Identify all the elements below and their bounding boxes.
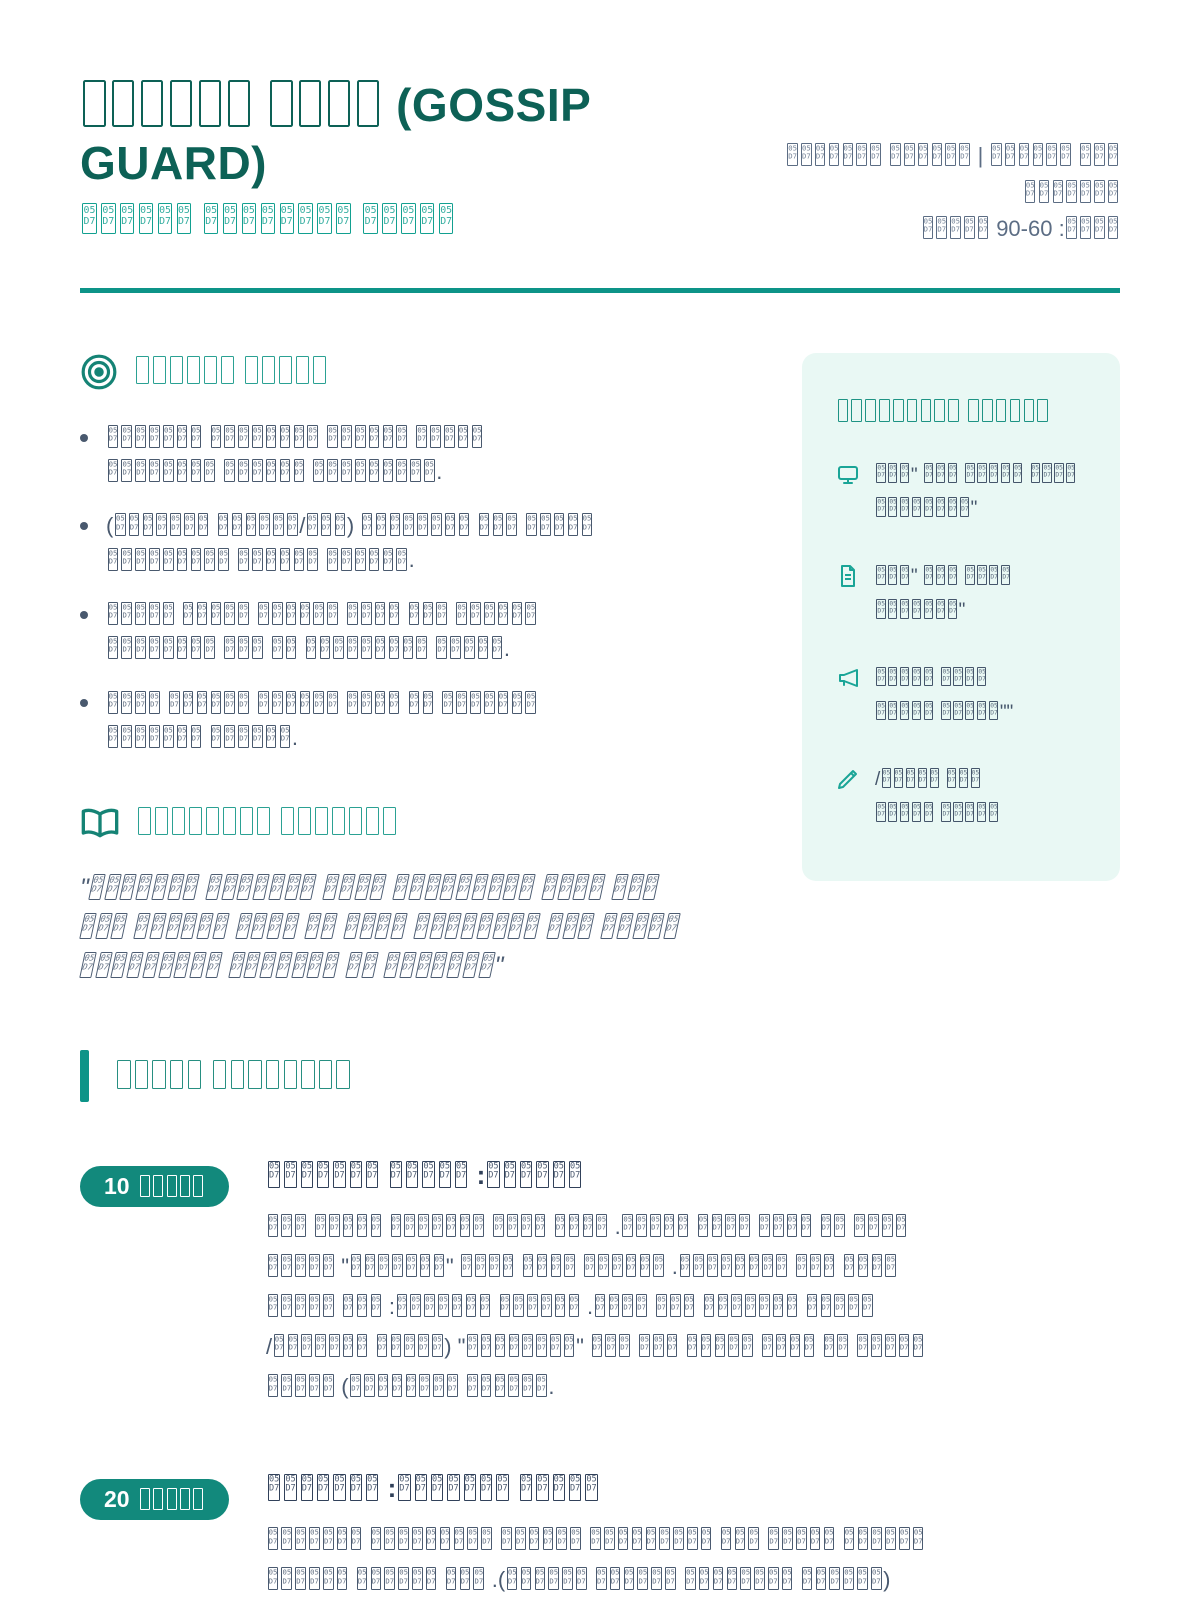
step-content: : .( ) bbox=[266, 1473, 925, 1600]
badge-number: 20 bbox=[104, 1486, 130, 1513]
bullet-dot bbox=[80, 699, 88, 708]
main-column: . ( /) . . bbox=[79, 353, 750, 987]
goals-list: . ( /) . . bbox=[80, 421, 750, 756]
title-block: (GOSSIP GUARD) bbox=[80, 76, 680, 238]
target-icon bbox=[80, 353, 118, 391]
material-item: / bbox=[836, 763, 1086, 831]
meta-line-duration: 90-60 : bbox=[786, 211, 1120, 248]
book-open-icon bbox=[80, 803, 120, 843]
material-text: / bbox=[875, 763, 1000, 831]
list-item: . bbox=[80, 421, 750, 490]
plan-heading-row bbox=[80, 1050, 1120, 1103]
plan-heading bbox=[115, 1059, 352, 1092]
material-item: "" bbox=[836, 662, 1086, 730]
materials-panel: " " " " bbox=[802, 352, 1120, 882]
plan-step: 10 : . "" . : . / ) "" ( . bbox=[80, 1160, 1120, 1407]
material-text: " " bbox=[875, 560, 1012, 628]
list-item: ( /) . bbox=[80, 509, 750, 578]
bullet-text: . bbox=[106, 421, 484, 490]
step-heading: : bbox=[266, 1473, 925, 1504]
badge-column: 10 bbox=[80, 1160, 266, 1407]
page-subtitle bbox=[80, 202, 680, 238]
bullet-dot bbox=[80, 522, 88, 531]
bullet-text: ( /) . bbox=[106, 509, 594, 578]
meta-info: | 90-60 : bbox=[786, 138, 1120, 248]
divider-rule bbox=[80, 287, 1120, 293]
material-text: "" bbox=[875, 662, 1013, 730]
quote-heading-row bbox=[80, 803, 750, 843]
badge-unit bbox=[139, 1488, 205, 1511]
badge-number: 10 bbox=[104, 1173, 130, 1200]
main-content: . ( /) . . bbox=[79, 352, 1120, 987]
badge-unit bbox=[139, 1175, 205, 1198]
quote-heading bbox=[136, 807, 398, 838]
plan-step: 20 : .( ) bbox=[80, 1473, 1120, 1600]
quote-section: " " bbox=[79, 803, 750, 986]
page-title: (GOSSIP GUARD) bbox=[80, 79, 591, 190]
material-text: " " bbox=[875, 459, 1077, 527]
monitor-icon bbox=[836, 463, 860, 527]
duration-badge: 10 bbox=[80, 1166, 229, 1208]
accent-bar bbox=[80, 1050, 89, 1103]
step-body: .( ) bbox=[266, 1520, 925, 1600]
pencil-icon bbox=[836, 767, 860, 831]
bullet-dot bbox=[80, 433, 88, 442]
meta-line bbox=[786, 175, 1120, 212]
material-item: " " bbox=[836, 560, 1086, 628]
bullet-text: . bbox=[106, 598, 538, 667]
meta-line: | bbox=[786, 138, 1120, 175]
goals-heading-row bbox=[80, 353, 750, 391]
step-body: . "" . : . / ) "" ( . bbox=[266, 1207, 925, 1407]
goals-heading bbox=[134, 355, 328, 387]
list-item: . bbox=[80, 598, 750, 667]
document-icon bbox=[836, 564, 860, 628]
badge-column: 20 bbox=[80, 1473, 266, 1600]
material-item: " " bbox=[836, 459, 1086, 527]
step-heading: : bbox=[266, 1160, 925, 1191]
megaphone-icon bbox=[836, 666, 860, 730]
quote-text: " " bbox=[79, 869, 750, 986]
step-content: : . "" . : . / ) "" ( . bbox=[266, 1160, 925, 1407]
header: (GOSSIP GUARD) | 90-60 : bbox=[80, 0, 1120, 248]
materials-heading bbox=[836, 398, 1086, 425]
bullet-dot bbox=[80, 610, 88, 619]
bullet-text: . bbox=[106, 686, 538, 755]
list-item: . bbox=[80, 686, 750, 755]
duration-badge: 20 bbox=[80, 1479, 229, 1521]
